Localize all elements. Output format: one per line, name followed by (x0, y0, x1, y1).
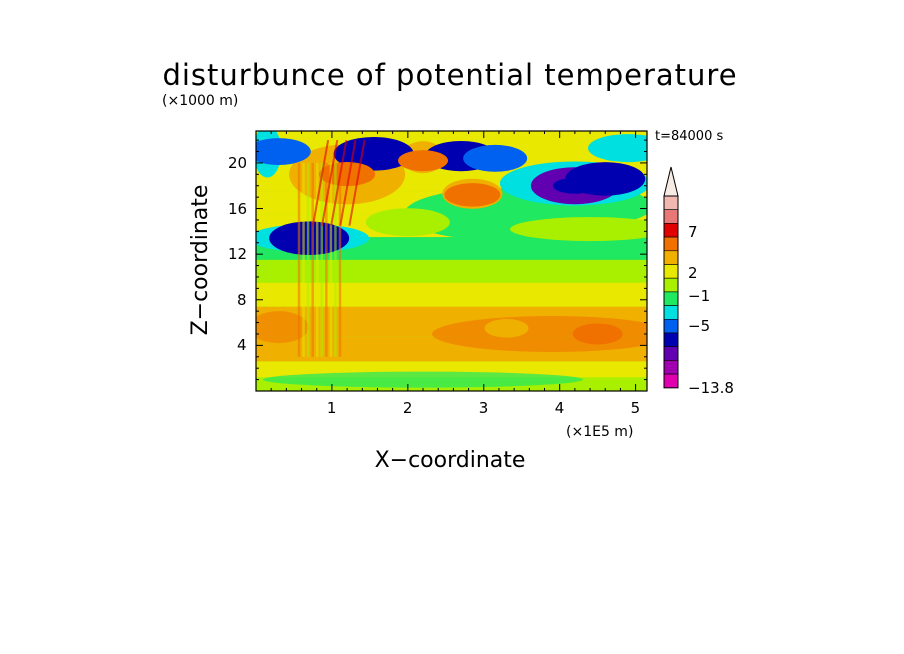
colorbar-label: 7 (688, 222, 698, 241)
y-axis-ticks (256, 139, 647, 381)
x-tick-label: 1 (326, 399, 337, 417)
contour-streak (338, 162, 342, 357)
colorbar-frame (663, 195, 679, 389)
contour-streak (325, 162, 328, 357)
colorbar-swatch (663, 291, 679, 306)
contour-streak (320, 162, 324, 357)
plot-frame (255, 130, 648, 392)
contour-streak (306, 162, 310, 357)
x-tick-label: 2 (402, 399, 413, 417)
colorbar-swatch (663, 277, 679, 293)
contour-region (432, 315, 647, 352)
colorbar-swatch (663, 305, 679, 320)
colorbar-swatch (663, 209, 679, 224)
colorbar-label: −1 (688, 287, 711, 305)
contour-cell (256, 138, 311, 165)
y-tick-label: 12 (228, 245, 248, 264)
y-tick-label: 16 (228, 199, 248, 218)
contour-cell (463, 144, 528, 172)
colorbar-label: −13.8 (688, 378, 734, 397)
colorbar-swatch (663, 236, 679, 252)
contour-streak (329, 162, 333, 357)
contour-cell (572, 323, 623, 345)
contour-streak (315, 162, 319, 357)
contour-region (256, 311, 309, 344)
x-axis-label: X−coordinate (374, 448, 526, 473)
contour-streak (334, 162, 337, 357)
contour-region (365, 208, 450, 237)
time-label: t=84000 s (655, 129, 724, 144)
x-tick-label: 3 (478, 399, 489, 417)
y-axis-label: Z−coordinate (188, 184, 213, 336)
contour-cell (398, 150, 449, 172)
x-axis-ticks (270, 131, 637, 391)
y-tick-label: 4 (237, 336, 247, 355)
colorbar-swatch (663, 346, 679, 361)
contour-streak (311, 139, 330, 226)
x-tick-label: 5 (630, 399, 641, 417)
contour-streak (348, 139, 366, 226)
colorbar-swatch (663, 264, 679, 279)
contour-region (263, 371, 584, 388)
colorbar-label: −5 (688, 317, 711, 336)
colorbar-swatch (663, 373, 679, 389)
chart-title: disturbunce of potential temperature (162, 58, 738, 92)
colorbar-swatch (663, 318, 679, 334)
colorbar-swatch (663, 250, 679, 265)
x-axis-unit: (×1E5 m) (566, 424, 634, 440)
contour-cell (484, 319, 529, 338)
contour-streak (339, 139, 357, 226)
colorbar-label: 2 (688, 263, 698, 282)
contour-region (588, 134, 647, 163)
contour-streak (302, 162, 305, 357)
colorbar-swatch (663, 332, 679, 347)
contour-streak (311, 162, 314, 357)
colorbar-swatch (663, 360, 679, 375)
contour-core (321, 162, 374, 183)
y-axis-unit: (×1000 m) (162, 93, 239, 109)
contour-band (256, 282, 647, 307)
y-tick-label: 8 (237, 290, 247, 309)
contour-core (552, 177, 597, 194)
contour-band (256, 259, 647, 283)
contour-streak (321, 139, 339, 226)
colorbar (663, 166, 679, 389)
contour-region (510, 217, 647, 242)
contour-core (458, 189, 487, 200)
colorbar-swatch (663, 223, 679, 238)
contour-field (256, 131, 647, 391)
colorbar-extend-arrow (663, 166, 679, 197)
y-tick-label: 20 (228, 153, 248, 172)
contour-streak (330, 139, 348, 226)
contour-streak (297, 162, 301, 357)
colorbar-swatch (663, 195, 679, 210)
x-tick-label: 4 (554, 399, 565, 417)
